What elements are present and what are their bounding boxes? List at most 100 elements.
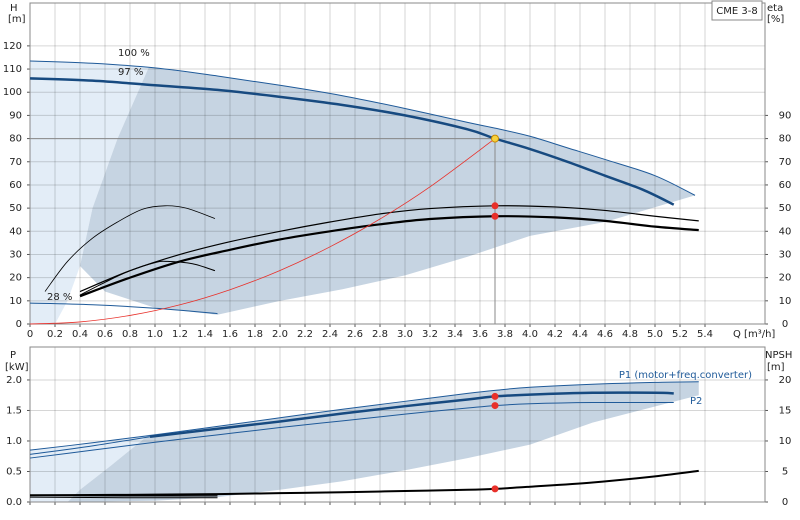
curve [29, 469, 699, 497]
curve [79, 215, 699, 298]
y2-unit: [%] [767, 14, 784, 25]
x-tick-label: 0.8 [122, 329, 138, 340]
series-label: 97 % [118, 67, 143, 78]
y-label: P [10, 350, 16, 361]
model-box [711, 0, 763, 21]
x-tick-label: 2.6 [347, 329, 363, 340]
x-tick-label: 0.4 [72, 329, 88, 340]
x-tick-label: 1.4 [197, 329, 213, 340]
x-tick-label: 5.0 [647, 329, 663, 340]
x-label: Q [m³/h] [733, 329, 775, 340]
curve [29, 302, 218, 315]
y-tick-label: 20 [9, 273, 22, 284]
y-tick-label: 120 [3, 41, 22, 52]
x-tick-label: 4.8 [622, 329, 638, 340]
y-tick-label: 30 [9, 249, 22, 260]
x-tick-label: 0.2 [47, 329, 63, 340]
y-tick-label: 10 [9, 296, 22, 307]
x-tick-label: 1.2 [172, 329, 188, 340]
x-tick-label: 2.8 [372, 329, 388, 340]
y2-tick-label: 30 [779, 249, 792, 260]
x-tick-label: 4.0 [522, 329, 538, 340]
x-tick-label: 1.0 [147, 329, 163, 340]
plot-frame [29, 346, 766, 503]
curve [149, 391, 674, 438]
y2-tick-label: 10 [779, 296, 792, 307]
curve [29, 494, 218, 497]
y2-label: eta [767, 3, 783, 14]
curve [29, 496, 218, 499]
x-tick-label: 3.4 [447, 329, 463, 340]
y2-tick-label: 0 [782, 497, 788, 508]
x-tick-label: 1.8 [247, 329, 263, 340]
operating-area [30, 60, 149, 325]
curve [29, 436, 151, 455]
y2-tick-label: 5 [782, 466, 788, 477]
y-tick-label: 70 [9, 157, 22, 168]
x-tick-label: 4.6 [597, 329, 613, 340]
y-tick-label: 0.5 [6, 466, 22, 477]
duty-point [491, 212, 499, 220]
x-tick-label: 3.8 [497, 329, 513, 340]
series-label: P1 (motor+freq.converter) [619, 370, 752, 381]
x-tick-label: 5.4 [697, 329, 713, 340]
operating-area [30, 434, 149, 502]
y-tick-label: 1.5 [6, 405, 22, 416]
operating-area [67, 381, 699, 502]
y2-tick-label: 20 [779, 375, 792, 386]
series-label: 100 % [118, 48, 150, 59]
x-tick-label: 2.0 [272, 329, 288, 340]
x-tick-label: 5.2 [672, 329, 688, 340]
x-tick-label: 3.6 [472, 329, 488, 340]
y-tick-label: 100 [3, 87, 22, 98]
y-tick-label: 90 [9, 110, 22, 121]
curve [29, 138, 496, 325]
curve [79, 205, 699, 293]
y2-tick-label: 10 [779, 436, 792, 447]
duty-point [491, 134, 499, 143]
duty-point [491, 402, 499, 410]
x-tick-label: 3.0 [397, 329, 413, 340]
y-tick-label: 50 [9, 203, 22, 214]
y2-tick-label: 50 [779, 203, 792, 214]
y-label: H [10, 3, 18, 14]
y2-unit: [m] [767, 362, 785, 373]
x-tick-label: 0.6 [97, 329, 113, 340]
curve [29, 77, 675, 206]
y2-tick-label: 15 [779, 405, 792, 416]
y2-tick-label: 20 [779, 273, 792, 284]
y-tick-label: 40 [9, 226, 22, 237]
curve [79, 260, 216, 296]
y-tick-label: 2.0 [6, 375, 22, 386]
y-tick-label: 0.0 [6, 497, 22, 508]
y-tick-label: 60 [9, 180, 22, 191]
duty-point [491, 392, 499, 400]
duty-point [491, 485, 499, 493]
x-tick-label: 2.4 [322, 329, 338, 340]
model-label: CME 3-8 [716, 6, 757, 17]
y-tick-label: 0 [16, 319, 22, 330]
y2-tick-label: 40 [779, 226, 792, 237]
x-tick-label: 3.2 [422, 329, 438, 340]
x-tick-label: 0 [27, 329, 33, 340]
series-label: 28 % [47, 292, 72, 303]
y2-tick-label: 90 [779, 110, 792, 121]
series-label: P2 [690, 396, 702, 407]
x-tick-label: 4.4 [572, 329, 588, 340]
y-tick-label: 80 [9, 134, 22, 145]
y-tick-label: 110 [3, 64, 22, 75]
y-unit: [m] [8, 14, 26, 25]
duty-point [491, 202, 499, 210]
y2-label: NPSH [765, 350, 792, 361]
curve [29, 60, 696, 196]
x-tick-label: 4.2 [547, 329, 563, 340]
x-tick-label: 2.2 [297, 329, 313, 340]
y-unit: [kW] [5, 362, 29, 373]
y-tick-label: 1.0 [6, 436, 22, 447]
plot-frame [29, 2, 766, 325]
y2-tick-label: 70 [779, 157, 792, 168]
curve [29, 401, 674, 459]
y2-tick-label: 60 [779, 180, 792, 191]
curve [44, 205, 216, 292]
